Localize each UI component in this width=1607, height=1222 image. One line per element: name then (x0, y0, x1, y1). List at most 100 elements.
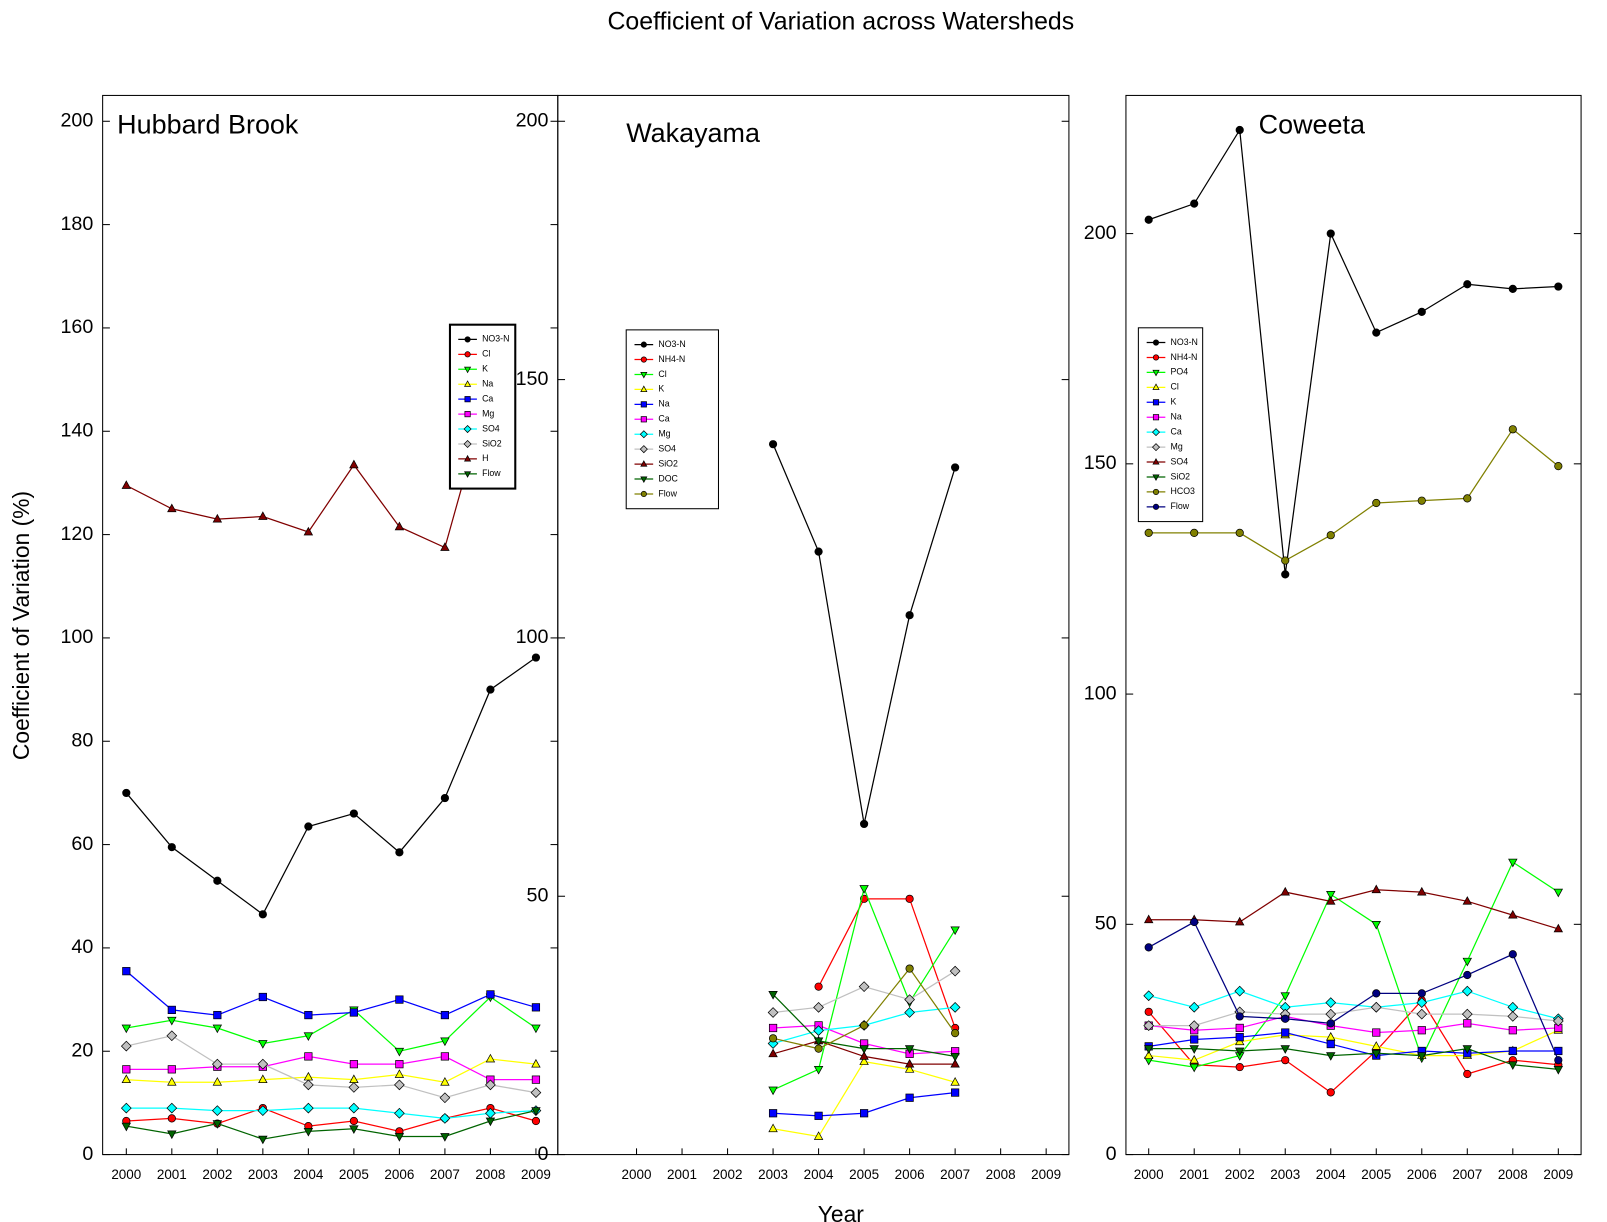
data-point (530, 1087, 542, 1098)
data-point (304, 1010, 313, 1020)
data-point (1461, 1008, 1473, 1020)
x-tick-label: 2003 (758, 1167, 788, 1182)
x-tick-label: 2009 (1031, 1167, 1061, 1182)
legend-label: NO3-N (482, 334, 509, 344)
series-line (1148, 999, 1559, 1094)
data-point (167, 1077, 177, 1086)
panel: Hubbard Brook 0 20 40 60 80 100 120 140 160 180 200… (60, 94, 559, 1182)
data-point (904, 1058, 915, 1068)
y-tick-label: 150 (516, 368, 549, 390)
legend-label: Flow (658, 488, 677, 498)
data-point (1326, 896, 1336, 905)
data-point (440, 1077, 450, 1086)
legend-label: Cl (1171, 382, 1179, 392)
data-point (905, 964, 914, 973)
legend-box (1137, 327, 1204, 523)
x-tick-label: 2004 (1316, 1167, 1346, 1182)
panel-title: Wakayama (626, 118, 760, 148)
series-line (126, 1058, 537, 1083)
data-point (1552, 1015, 1564, 1027)
data-point (1370, 1001, 1382, 1013)
data-point (1280, 1045, 1290, 1054)
data-point (768, 440, 778, 449)
data-point (212, 1120, 223, 1129)
legend-marker (1152, 339, 1160, 346)
data-point (1416, 1008, 1428, 1020)
data-point (1326, 1088, 1335, 1097)
data-point (1189, 1063, 1199, 1073)
data-point (1235, 528, 1244, 538)
data-point (394, 1047, 405, 1057)
legend-marker (464, 471, 472, 478)
series-line (818, 898, 956, 1029)
data-point (1508, 284, 1517, 293)
data-point (1417, 1052, 1427, 1061)
legend-marker (640, 476, 648, 484)
data-point (257, 1058, 269, 1070)
legend-marker (463, 425, 472, 434)
data-point (1281, 570, 1290, 579)
legend-marker (639, 445, 648, 454)
data-point (167, 1005, 176, 1015)
y-tick-label: 0 (538, 1143, 549, 1165)
y-tick-label: 50 (1095, 913, 1117, 935)
data-point (1190, 199, 1199, 208)
data-point (1143, 1050, 1154, 1059)
data-point (1189, 1054, 1199, 1064)
series-line (1148, 128, 1559, 575)
data-point (304, 822, 313, 831)
data-point (860, 819, 869, 829)
data-point (258, 1135, 268, 1145)
data-point (1144, 528, 1153, 538)
data-point (531, 1107, 541, 1116)
data-point (1508, 1061, 1518, 1071)
data-point (905, 611, 914, 620)
legend-marker (640, 385, 648, 392)
data-point (1280, 992, 1290, 1001)
data-point (349, 1008, 358, 1017)
x-tick-label: 2008 (475, 1167, 505, 1182)
series-line (1148, 921, 1559, 1061)
data-point (1371, 1049, 1381, 1059)
legend-marker (464, 336, 471, 343)
data-point (1372, 989, 1381, 998)
series-line (1148, 861, 1559, 1068)
data-point (1325, 1008, 1337, 1020)
data-point (1235, 1047, 1245, 1057)
x-tick-label: 2004 (293, 1167, 323, 1182)
data-point (814, 547, 823, 556)
data-point (167, 1130, 177, 1140)
legend-label: H (482, 453, 488, 463)
y-axis-label: Coefficient of Variation (%) (8, 491, 34, 760)
data-point (814, 1044, 823, 1053)
data-point (859, 1045, 869, 1054)
data-point (858, 981, 870, 993)
x-axis-label: Year (818, 1201, 864, 1222)
data-point (1463, 494, 1472, 503)
x-tick-label: 2000 (1134, 1167, 1164, 1182)
legend-marker (464, 351, 471, 358)
data-point (121, 480, 132, 489)
data-point (349, 1125, 359, 1134)
data-point (1235, 125, 1244, 135)
data-point (1508, 1026, 1517, 1035)
data-point (1508, 858, 1518, 868)
data-point (1190, 1035, 1199, 1044)
data-point (258, 992, 267, 1002)
data-point (348, 1102, 360, 1114)
data-point (768, 991, 778, 1000)
data-point (1554, 1056, 1563, 1065)
legend-marker (464, 411, 471, 418)
series-line (126, 1055, 536, 1081)
series-line (125, 970, 537, 1016)
data-point (212, 1077, 223, 1086)
data-point (394, 1079, 405, 1091)
series-line (125, 657, 537, 916)
data-point (531, 1116, 541, 1126)
data-point (1554, 462, 1563, 471)
y-tick-label: 60 (71, 833, 93, 855)
data-point (395, 995, 404, 1004)
legend-marker (640, 371, 648, 379)
data-point (394, 1133, 405, 1142)
legend-marker (640, 356, 647, 363)
